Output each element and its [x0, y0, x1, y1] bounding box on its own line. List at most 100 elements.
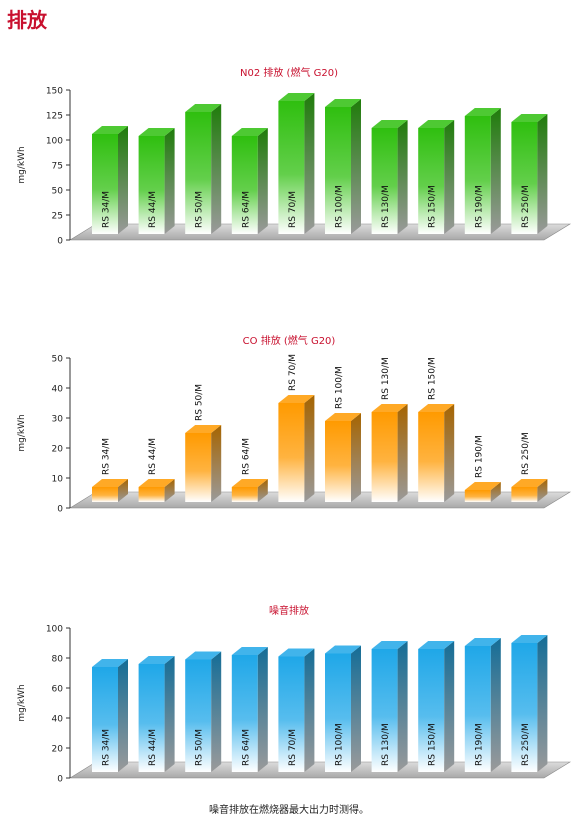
bar-front: [325, 107, 351, 234]
bar-side: [211, 104, 222, 234]
bar-3: RS 50/M: [185, 104, 222, 234]
chart-noise-svg: 噪音排放 mg/kWh 0 20 40 60 80 100 RS 34/M RS 44/M RS 5…: [17, 604, 572, 785]
category-label: RS 44/M: [148, 729, 158, 766]
y-axis-label: mg/kWh: [17, 146, 27, 183]
bar-10: RS 250/M: [511, 114, 548, 234]
category-label: RS 190/M: [474, 723, 484, 766]
category-label: RS 250/M: [521, 723, 531, 766]
bar-side: [444, 404, 455, 502]
bar-side: [537, 114, 548, 234]
y-tick-label: 50: [52, 187, 64, 197]
y-tick-label: 50: [52, 355, 64, 365]
bar-6: RS 100/M: [325, 366, 361, 502]
y-tick-label: 80: [52, 655, 64, 665]
bar-front: [92, 667, 118, 772]
y-tick-label: 60: [52, 685, 64, 695]
chart-co-emissions: CO 排放 (燃气 G20) mg/kWh 0 10 20 30 40 50 RS 34/M RS…: [0, 330, 578, 520]
bar-front: [371, 128, 398, 234]
bar-7: RS 130/M: [371, 120, 408, 234]
category-label: RS 44/M: [148, 438, 158, 475]
bar-2: RS 44/M: [138, 656, 175, 772]
bar-5: RS 70/M: [278, 648, 315, 772]
bar-4: RS 64/M: [231, 438, 268, 502]
bar-top: [371, 404, 408, 412]
bar-side: [118, 659, 128, 772]
y-tick-label: 150: [46, 87, 63, 97]
bar-9: RS 190/M: [464, 108, 501, 234]
y-axis-label: mg/kWh: [17, 684, 27, 721]
bar-top: [278, 93, 315, 101]
bar-2: RS 44/M: [138, 438, 175, 502]
y-tick-label: 100: [46, 625, 63, 635]
bar-front: [418, 649, 445, 772]
bar-front: [278, 656, 305, 772]
bar-front: [185, 659, 212, 772]
bar-top: [464, 108, 501, 116]
bar-top: [138, 128, 175, 136]
y-tick-label: 40: [52, 385, 64, 395]
bar-3: RS 50/M: [185, 651, 222, 772]
bar-5: RS 70/M: [278, 93, 315, 234]
bar-side: [351, 413, 361, 502]
bar-front: [138, 136, 165, 234]
bar-top: [325, 99, 361, 107]
bar-top: [231, 128, 268, 136]
category-label: RS 70/M: [288, 354, 298, 391]
bar-side: [490, 482, 501, 502]
bar-9: RS 190/M: [464, 638, 501, 772]
bar-front: [325, 653, 351, 772]
bar-front: [511, 643, 538, 772]
bar-front: [371, 649, 398, 772]
category-label: RS 50/M: [195, 384, 205, 421]
bar-2: RS 44/M: [138, 128, 175, 234]
bar-top: [464, 482, 501, 490]
y-tick-label: 40: [52, 715, 64, 725]
bar-side: [118, 479, 128, 502]
chart-noise-emissions: 噪音排放 mg/kWh 0 20 40 60 80 100 RS 34/M RS 44/M RS 5…: [0, 600, 578, 792]
bar-side: [304, 648, 315, 772]
chart-title: 噪音排放: [269, 604, 309, 617]
bar-side: [537, 635, 548, 772]
y-tick-label: 0: [57, 775, 63, 785]
bar-top: [418, 404, 455, 412]
bar-top: [92, 479, 128, 487]
chart-co-svg: CO 排放 (燃气 G20) mg/kWh 0 10 20 30 40 50 RS 34/M RS…: [17, 334, 572, 515]
bar-top: [138, 479, 175, 487]
category-label: RS 130/M: [381, 185, 391, 228]
bar-6: RS 100/M: [325, 99, 361, 234]
bar-side: [397, 120, 408, 234]
y-tick-label: 125: [46, 112, 63, 122]
bar-side: [211, 651, 222, 772]
category-label: RS 34/M: [102, 729, 112, 766]
bar-side: [351, 645, 361, 772]
bar-front: [371, 412, 398, 502]
bar-top: [92, 659, 128, 667]
bar-top: [278, 648, 315, 657]
bar-top: [325, 413, 361, 421]
y-tick-label: 10: [52, 475, 64, 485]
category-label: RS 34/M: [102, 191, 112, 228]
chart-no2-svg: N02 排放 (燃气 G20) mg/kWh 0 25 50 75 100 125 150 RS …: [17, 66, 572, 247]
bar-top: [138, 656, 175, 664]
bar-1: RS 34/M: [92, 659, 128, 772]
bar-front: [418, 412, 445, 502]
bar-7: RS 130/M: [371, 641, 408, 772]
y-tick-label: 20: [52, 745, 64, 755]
category-label: RS 190/M: [474, 185, 484, 228]
bar-7: RS 130/M: [371, 357, 408, 502]
bar-front: [231, 487, 258, 502]
bar-top: [231, 647, 268, 655]
bar-top: [325, 645, 361, 654]
y-tick-label: 0: [57, 237, 63, 247]
category-label: RS 64/M: [241, 729, 251, 766]
bar-front: [138, 487, 165, 502]
y-tick-label: 75: [52, 162, 63, 172]
bar-4: RS 64/M: [231, 647, 268, 772]
bar-1: RS 34/M: [92, 126, 128, 234]
y-tick-label: 0: [57, 505, 63, 515]
chart-title: N02 排放 (燃气 G20): [240, 66, 338, 79]
bar-9: RS 190/M: [464, 435, 501, 502]
bar-8: RS 150/M: [418, 120, 455, 234]
category-label: RS 50/M: [195, 191, 205, 228]
category-label: RS 44/M: [148, 191, 158, 228]
